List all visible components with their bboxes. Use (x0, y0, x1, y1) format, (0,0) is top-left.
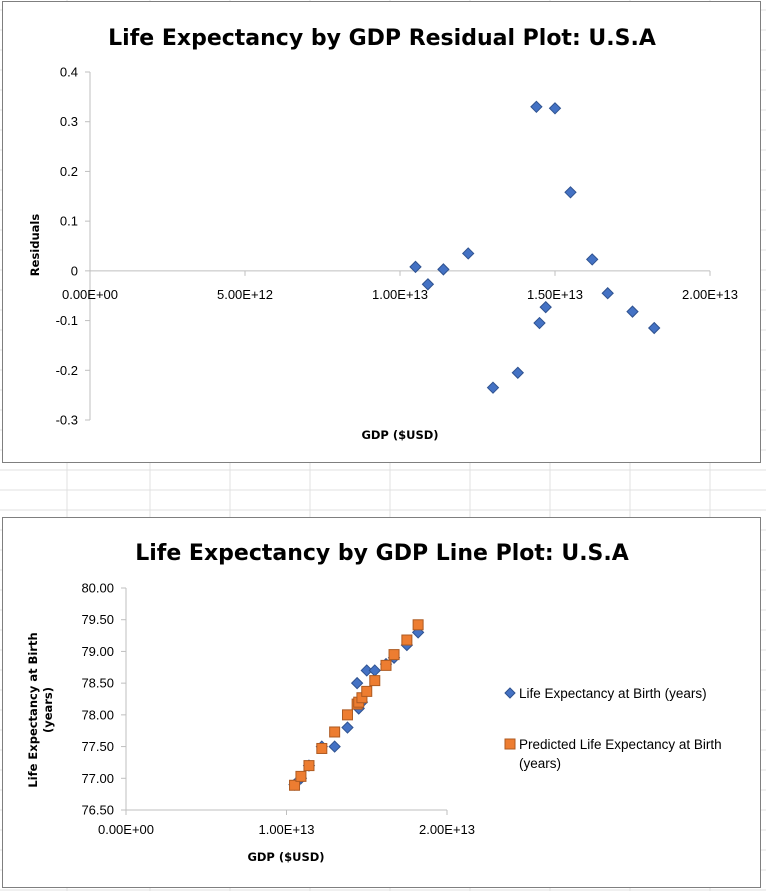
data-point-predicted[interactable] (295, 770, 307, 782)
legend: Life Expectancy at Birth (years) Predicte… (504, 686, 722, 771)
y-axis-label: Residuals (28, 214, 42, 277)
data-point-predicted[interactable] (303, 760, 315, 772)
data-point-actual[interactable] (328, 740, 341, 753)
data-point[interactable] (486, 381, 500, 394)
data-point-predicted[interactable] (380, 659, 392, 671)
data-point-predicted[interactable] (341, 709, 353, 721)
x-tick-label: 0.00E+00 (62, 287, 118, 302)
y-tick-label: 0.3 (60, 114, 78, 129)
legend-marker-actual (504, 687, 516, 699)
y-tick-label: 0.1 (60, 214, 78, 229)
data-point[interactable] (647, 321, 661, 335)
residual-plot-svg: Life Expectancy by GDP Residual Plot: U.… (28, 26, 738, 442)
data-point-predicted[interactable] (412, 619, 424, 631)
chart-title: Life Expectancy by GDP Line Plot: U.S.A (135, 541, 629, 566)
line-plot-svg: Life Expectancy by GDP Line Plot: U.S.A … (26, 541, 722, 864)
y-tick-label: 79.50 (81, 612, 114, 627)
data-point[interactable] (564, 186, 577, 199)
line-plot-chart[interactable]: Life Expectancy by GDP Line Plot: U.S.A … (2, 517, 761, 888)
x-axis-label: GDP ($USD) (247, 850, 324, 864)
x-tick-label: 5.00E+12 (217, 287, 273, 302)
y-tick-label: -0.1 (56, 313, 78, 328)
data-point-predicted[interactable] (401, 634, 413, 646)
y-tick-label: 77.00 (81, 771, 114, 786)
data-point-predicted[interactable] (369, 675, 381, 687)
y-axis-label: Life Expectancy at Birth (26, 632, 40, 787)
x-tick-label: 1.50E+13 (527, 287, 583, 302)
data-point[interactable] (437, 263, 450, 276)
y-tick-label: 77.50 (81, 739, 114, 754)
data-point[interactable] (533, 316, 546, 330)
y-axis-label-line2: (years) (41, 687, 55, 733)
data-point[interactable] (539, 300, 552, 314)
data-point-predicted[interactable] (388, 649, 400, 661)
data-point[interactable] (421, 278, 435, 291)
data-point-actual[interactable] (341, 721, 354, 734)
chart-title: Life Expectancy by GDP Residual Plot: U.… (108, 26, 656, 51)
y-tick-label: -0.3 (56, 413, 78, 428)
data-point[interactable] (626, 305, 639, 318)
x-tick-label: 1.00E+13 (372, 287, 428, 302)
x-tick-label: 2.00E+13 (682, 287, 738, 302)
data-point[interactable] (548, 102, 562, 115)
y-tick-label: 78.50 (81, 676, 114, 691)
data-point[interactable] (530, 100, 543, 114)
y-tick-label: 79.00 (81, 644, 114, 659)
x-tick-label: 2.00E+13 (419, 822, 475, 837)
y-tick-label: 0 (71, 263, 78, 278)
x-axis-label: GDP ($USD) (361, 428, 438, 442)
data-point-predicted[interactable] (316, 742, 328, 754)
data-point-predicted[interactable] (361, 685, 373, 697)
x-tick-label: 0.00E+00 (98, 822, 154, 837)
y-tick-label: 0.4 (60, 65, 78, 80)
data-point-actual[interactable] (368, 664, 381, 677)
data-point-predicted[interactable] (289, 779, 301, 791)
y-tick-label: 76.50 (81, 803, 114, 818)
legend-label-actual: Life Expectancy at Birth (years) (519, 686, 707, 701)
legend-label-predicted: Predicted Life Expectancy at Birth (years… (519, 737, 722, 771)
x-tick-label: 1.00E+13 (258, 822, 314, 837)
y-tick-label: 80.00 (81, 581, 114, 596)
data-point[interactable] (511, 366, 525, 379)
data-point[interactable] (461, 247, 475, 260)
y-tick-label: 0.2 (60, 164, 78, 179)
residual-plot-chart[interactable]: Life Expectancy by GDP Residual Plot: U.… (2, 1, 761, 463)
data-point[interactable] (585, 253, 599, 266)
y-tick-label: 78.00 (81, 707, 114, 722)
legend-marker-predicted (504, 738, 516, 750)
y-tick-label: -0.2 (56, 363, 78, 378)
data-point[interactable] (601, 287, 614, 300)
data-point-actual[interactable] (350, 676, 364, 690)
data-point[interactable] (409, 260, 422, 274)
data-point-predicted[interactable] (329, 726, 341, 738)
